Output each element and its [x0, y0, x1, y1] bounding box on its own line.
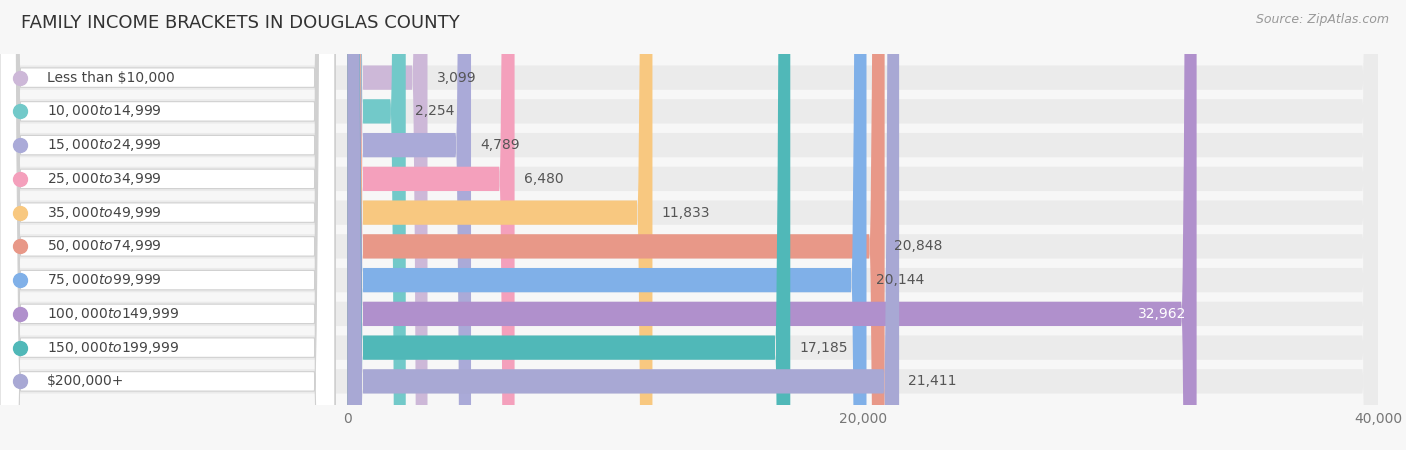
FancyBboxPatch shape: [0, 0, 335, 450]
FancyBboxPatch shape: [347, 0, 471, 450]
Text: $50,000 to $74,999: $50,000 to $74,999: [46, 238, 162, 254]
Text: $200,000+: $200,000+: [46, 374, 124, 388]
Text: 21,411: 21,411: [908, 374, 956, 388]
Text: 3,099: 3,099: [436, 71, 477, 85]
FancyBboxPatch shape: [0, 0, 335, 450]
FancyBboxPatch shape: [347, 0, 884, 450]
FancyBboxPatch shape: [0, 0, 335, 450]
Text: $75,000 to $99,999: $75,000 to $99,999: [46, 272, 162, 288]
FancyBboxPatch shape: [0, 0, 335, 450]
Text: 17,185: 17,185: [799, 341, 848, 355]
FancyBboxPatch shape: [347, 0, 652, 450]
Text: 4,789: 4,789: [479, 138, 520, 152]
FancyBboxPatch shape: [347, 0, 406, 450]
FancyBboxPatch shape: [347, 0, 427, 450]
FancyBboxPatch shape: [0, 0, 335, 450]
Text: 20,848: 20,848: [894, 239, 942, 253]
FancyBboxPatch shape: [0, 0, 335, 450]
FancyBboxPatch shape: [347, 0, 1197, 450]
Text: $10,000 to $14,999: $10,000 to $14,999: [46, 104, 162, 119]
Text: 2,254: 2,254: [415, 104, 454, 118]
Text: $25,000 to $34,999: $25,000 to $34,999: [46, 171, 162, 187]
Text: 6,480: 6,480: [523, 172, 564, 186]
Text: 20,144: 20,144: [876, 273, 924, 287]
FancyBboxPatch shape: [347, 0, 790, 450]
FancyBboxPatch shape: [0, 0, 335, 450]
Text: 11,833: 11,833: [661, 206, 710, 220]
Text: Source: ZipAtlas.com: Source: ZipAtlas.com: [1256, 14, 1389, 27]
Text: 32,962: 32,962: [1137, 307, 1187, 321]
FancyBboxPatch shape: [0, 0, 335, 450]
FancyBboxPatch shape: [347, 0, 898, 450]
FancyBboxPatch shape: [347, 0, 515, 450]
Text: FAMILY INCOME BRACKETS IN DOUGLAS COUNTY: FAMILY INCOME BRACKETS IN DOUGLAS COUNTY: [21, 14, 460, 32]
FancyBboxPatch shape: [0, 0, 335, 450]
FancyBboxPatch shape: [347, 0, 866, 450]
Text: $100,000 to $149,999: $100,000 to $149,999: [46, 306, 180, 322]
Text: $15,000 to $24,999: $15,000 to $24,999: [46, 137, 162, 153]
Text: Less than $10,000: Less than $10,000: [46, 71, 174, 85]
Text: $150,000 to $199,999: $150,000 to $199,999: [46, 340, 180, 356]
FancyBboxPatch shape: [0, 0, 335, 450]
Text: $35,000 to $49,999: $35,000 to $49,999: [46, 205, 162, 220]
